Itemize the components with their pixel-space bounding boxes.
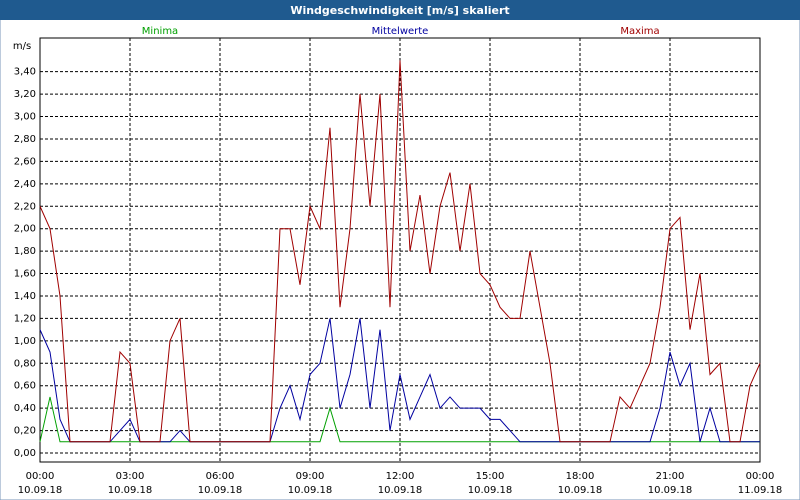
y-tick-label: 3,40	[14, 67, 36, 78]
x-tick-date: 10.09.18	[378, 485, 423, 496]
x-tick-date: 10.09.18	[18, 485, 63, 496]
legend-entry: Minima	[142, 26, 178, 37]
y-tick-label: 2,40	[14, 179, 36, 190]
y-tick-label: 2,60	[14, 156, 36, 167]
y-tick-label: 2,80	[14, 134, 36, 145]
y-tick-label: 3,20	[14, 89, 36, 100]
y-tick-label: 1,40	[14, 291, 36, 302]
x-tick-date: 10.09.18	[558, 485, 603, 496]
y-tick-label: 1,80	[14, 246, 36, 257]
x-tick-date: 10.09.18	[288, 485, 333, 496]
y-tick-label: 0,40	[14, 403, 36, 414]
chart-title: Windgeschwindigkeit [m/s] skaliert	[290, 4, 509, 17]
y-tick-label: 0,20	[14, 426, 36, 437]
y-tick-label: 0,00	[14, 448, 36, 459]
x-tick-date: 11.09.18	[738, 485, 783, 496]
x-tick-label: 12:00	[386, 471, 415, 482]
x-tick-label: 18:00	[566, 471, 595, 482]
x-tick-label: 09:00	[296, 471, 325, 482]
title-bar	[0, 0, 800, 20]
y-tick-label: 0,60	[14, 381, 36, 392]
y-tick-label: 1,20	[14, 313, 36, 324]
y-tick-label: 2,20	[14, 201, 36, 212]
x-tick-label: 00:00	[26, 471, 55, 482]
x-tick-label: 15:00	[476, 471, 505, 482]
y-axis-label: m/s	[13, 41, 31, 52]
y-tick-label: 2,00	[14, 224, 36, 235]
x-tick-date: 10.09.18	[648, 485, 693, 496]
data-line	[39, 60, 761, 443]
y-tick-label: 1,00	[14, 336, 36, 347]
y-tick-label: 3,00	[14, 112, 36, 123]
x-tick-date: 10.09.18	[198, 485, 243, 496]
legend-entry: Mittelwerte	[372, 26, 429, 37]
x-tick-date: 10.09.18	[108, 485, 153, 496]
x-tick-label: 06:00	[206, 471, 235, 482]
y-tick-label: 1,60	[14, 269, 36, 280]
x-tick-label: 03:00	[116, 471, 145, 482]
x-tick-date: 10.09.18	[468, 485, 513, 496]
x-tick-label: 00:00	[746, 471, 775, 482]
x-tick-label: 21:00	[656, 471, 685, 482]
legend-entry: Maxima	[620, 26, 659, 37]
y-tick-label: 0,80	[14, 358, 36, 369]
